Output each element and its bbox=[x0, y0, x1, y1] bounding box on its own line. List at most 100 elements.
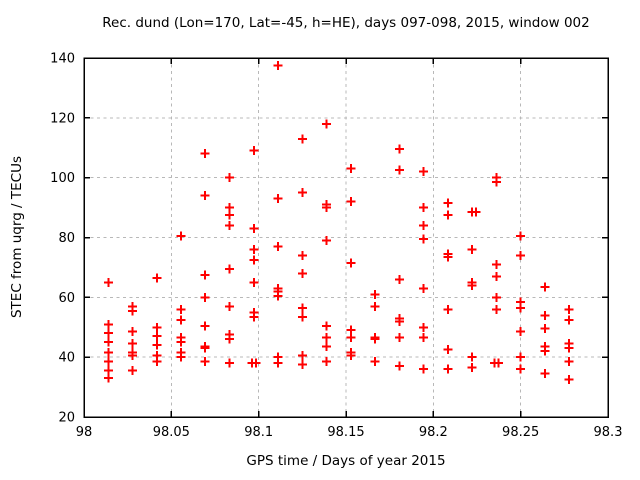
data-point bbox=[322, 203, 332, 213]
data-point bbox=[128, 339, 138, 349]
data-point bbox=[370, 334, 380, 344]
data-point bbox=[273, 60, 283, 70]
data-point bbox=[467, 244, 477, 254]
data-point bbox=[128, 327, 138, 337]
data-point bbox=[540, 346, 550, 356]
data-point bbox=[491, 259, 501, 269]
data-point bbox=[443, 364, 453, 374]
data-point bbox=[152, 357, 162, 367]
data-point bbox=[297, 303, 307, 313]
data-point bbox=[249, 277, 259, 287]
data-point bbox=[394, 274, 404, 284]
data-point bbox=[419, 364, 429, 374]
data-point bbox=[297, 250, 307, 260]
data-point bbox=[346, 351, 356, 361]
data-point bbox=[370, 301, 380, 311]
data-point bbox=[471, 207, 481, 217]
data-point bbox=[152, 273, 162, 283]
data-point bbox=[273, 291, 283, 301]
data-point bbox=[103, 348, 113, 358]
data-point bbox=[224, 221, 234, 231]
data-point bbox=[128, 351, 138, 361]
data-point bbox=[176, 315, 186, 325]
data-point bbox=[322, 235, 332, 245]
data-point bbox=[224, 301, 234, 311]
data-point bbox=[394, 144, 404, 154]
x-tick-label: 98 bbox=[76, 425, 93, 440]
data-point bbox=[103, 337, 113, 347]
data-point bbox=[273, 241, 283, 251]
data-point bbox=[249, 146, 259, 156]
data-point bbox=[516, 250, 526, 260]
data-point bbox=[564, 375, 574, 385]
data-point bbox=[103, 373, 113, 383]
data-point bbox=[370, 357, 380, 367]
data-point bbox=[200, 191, 210, 201]
data-point bbox=[394, 333, 404, 343]
data-point bbox=[419, 203, 429, 213]
data-point bbox=[443, 345, 453, 355]
y-tick-label: 80 bbox=[58, 231, 75, 246]
data-point bbox=[200, 321, 210, 331]
data-point bbox=[251, 358, 261, 368]
data-point bbox=[467, 280, 477, 290]
data-point bbox=[540, 282, 550, 292]
data-point bbox=[273, 194, 283, 204]
data-point bbox=[103, 277, 113, 287]
data-point bbox=[346, 164, 356, 174]
data-point bbox=[443, 210, 453, 220]
data-point bbox=[249, 224, 259, 234]
y-tick-label: 20 bbox=[58, 411, 75, 426]
x-tick-label: 98.2 bbox=[419, 425, 448, 440]
data-point bbox=[540, 324, 550, 334]
data-point bbox=[370, 289, 380, 299]
data-point bbox=[297, 134, 307, 144]
data-point bbox=[297, 188, 307, 198]
data-point bbox=[152, 322, 162, 332]
data-point bbox=[200, 357, 210, 367]
y-tick-label: 140 bbox=[50, 52, 75, 67]
data-point bbox=[540, 310, 550, 320]
data-point bbox=[419, 167, 429, 177]
data-point bbox=[152, 331, 162, 341]
y-tick-label: 40 bbox=[58, 351, 75, 366]
data-point bbox=[176, 231, 186, 241]
data-point bbox=[249, 312, 259, 322]
data-point bbox=[419, 333, 429, 343]
data-point bbox=[200, 149, 210, 159]
data-point bbox=[297, 312, 307, 322]
data-point bbox=[176, 337, 186, 347]
data-point bbox=[249, 244, 259, 254]
data-point bbox=[224, 358, 234, 368]
data-point bbox=[224, 264, 234, 274]
data-point bbox=[224, 173, 234, 183]
data-point bbox=[516, 231, 526, 241]
data-point bbox=[493, 358, 503, 368]
x-tick-label: 98.05 bbox=[153, 425, 190, 440]
data-point bbox=[152, 340, 162, 350]
data-point bbox=[322, 357, 332, 367]
x-tick-label: 98.25 bbox=[502, 425, 539, 440]
data-point bbox=[176, 352, 186, 362]
data-point bbox=[346, 258, 356, 268]
data-point bbox=[297, 360, 307, 370]
data-point bbox=[491, 304, 501, 314]
data-point bbox=[103, 319, 113, 329]
data-point bbox=[200, 270, 210, 280]
data-point bbox=[443, 304, 453, 314]
data-point bbox=[491, 292, 501, 302]
data-point bbox=[176, 304, 186, 314]
data-point bbox=[200, 292, 210, 302]
data-point bbox=[394, 316, 404, 326]
data-point bbox=[540, 369, 550, 379]
data-point bbox=[322, 321, 332, 331]
data-point bbox=[273, 358, 283, 368]
data-point bbox=[224, 210, 234, 220]
data-point bbox=[564, 315, 574, 325]
data-point bbox=[346, 197, 356, 207]
data-point bbox=[394, 165, 404, 175]
data-point bbox=[516, 327, 526, 337]
y-tick-label: 60 bbox=[58, 291, 75, 306]
x-tick-label: 98.1 bbox=[244, 425, 273, 440]
